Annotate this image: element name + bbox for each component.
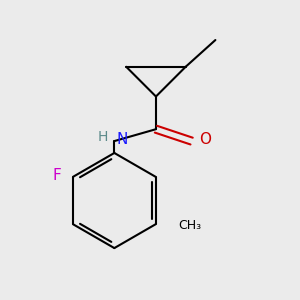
Text: N: N (116, 132, 128, 147)
Text: F: F (52, 168, 61, 183)
Text: O: O (199, 132, 211, 147)
Text: H: H (97, 130, 108, 144)
Text: CH₃: CH₃ (178, 219, 201, 232)
